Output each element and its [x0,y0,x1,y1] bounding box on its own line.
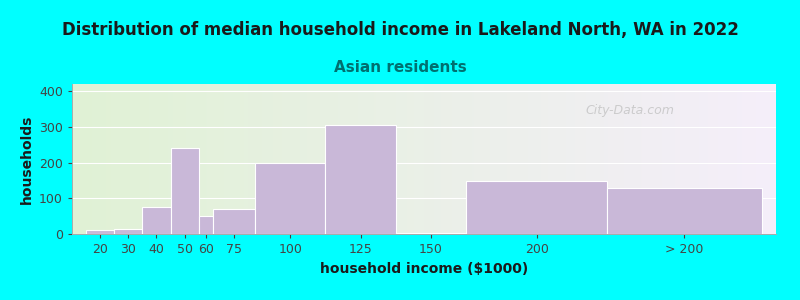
Bar [114,229,142,234]
Text: City-Data.com: City-Data.com [586,104,674,117]
Bar [396,233,466,234]
Y-axis label: households: households [19,114,34,204]
Bar [607,188,762,234]
Bar [213,209,255,234]
X-axis label: household income ($1000): household income ($1000) [320,262,528,276]
Text: Asian residents: Asian residents [334,60,466,75]
Bar [326,125,396,234]
Bar [198,216,213,234]
Bar [86,230,114,234]
Bar [466,181,607,234]
Bar [255,163,326,234]
Text: Distribution of median household income in Lakeland North, WA in 2022: Distribution of median household income … [62,21,738,39]
Bar [170,148,198,234]
Bar [142,207,170,234]
